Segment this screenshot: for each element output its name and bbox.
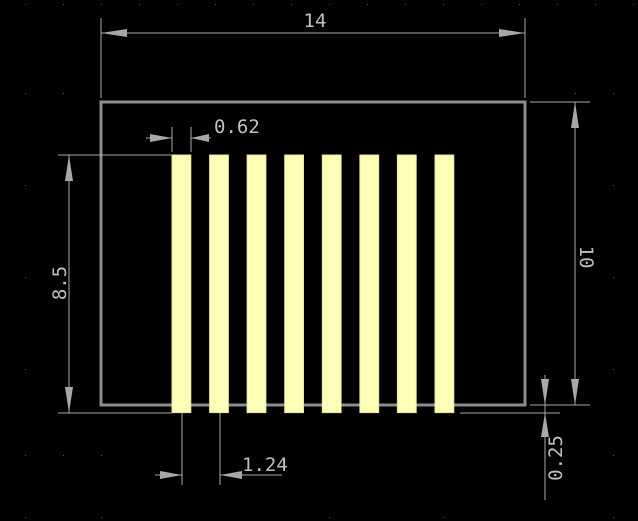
grid-dot: [613, 277, 614, 278]
grid-dot: [405, 4, 406, 5]
grid-dot: [25, 4, 26, 5]
grid-dot: [25, 455, 26, 456]
grid-dot: [613, 185, 614, 186]
grid-dot: [613, 93, 614, 94]
grid-dot: [291, 4, 292, 5]
grid-dot: [101, 4, 102, 5]
grid-dot: [443, 517, 444, 518]
grid-dot: [139, 4, 140, 5]
grid-dot: [613, 455, 614, 456]
pad-8: [434, 154, 455, 414]
grid-dot: [443, 4, 444, 5]
grid-dot: [25, 185, 26, 186]
grid-dot: [329, 4, 330, 5]
pad-length-label: 8.5: [49, 266, 71, 300]
protrusion-label: 0.25: [545, 435, 567, 481]
grid-dot: [613, 517, 614, 518]
grid-dot: [25, 277, 26, 278]
width-dimension: 14: [100, 10, 526, 98]
pad-width-label: 0.62: [214, 116, 260, 138]
grid-dot: [575, 93, 576, 94]
pad-3: [246, 154, 267, 414]
grid-dot: [63, 4, 64, 5]
grid-dot: [595, 4, 596, 5]
grid-dot: [253, 4, 254, 5]
grid-dot: [519, 4, 520, 5]
grid-dot: [613, 369, 614, 370]
grid-dot: [101, 455, 102, 456]
pad-2: [209, 154, 229, 414]
grid-dot: [481, 4, 482, 5]
grid-dot: [25, 369, 26, 370]
grid-dot: [25, 93, 26, 94]
grid-dot: [25, 517, 26, 518]
pitch-label: 1.24: [242, 454, 288, 476]
grid-dot: [633, 4, 634, 5]
pad-7: [396, 154, 417, 414]
grid-dot: [367, 4, 368, 5]
pad-4: [284, 154, 305, 414]
grid-dot: [63, 93, 64, 94]
grid-dot: [101, 517, 102, 518]
grid-dot: [215, 4, 216, 5]
grid-dot: [329, 517, 330, 518]
pad-length-dimension: 8.5: [49, 154, 172, 414]
height-dimension: 10: [530, 101, 597, 406]
width-label: 14: [304, 10, 327, 32]
pitch-dimension: 1.24: [155, 413, 288, 485]
pad-5: [321, 154, 342, 414]
height-label: 10: [575, 246, 597, 269]
pad-width-dimension: 0.62: [146, 116, 260, 152]
grid-dot: [63, 455, 64, 456]
grid-dot: [557, 4, 558, 5]
protrusion-dimension: 0.25: [460, 375, 567, 500]
body-outline: [99, 100, 527, 407]
pad-6: [359, 154, 380, 414]
grid-dot: [177, 4, 178, 5]
pad-1: [171, 154, 192, 414]
pad-group: [171, 154, 455, 414]
background-grid: [25, 4, 634, 518]
